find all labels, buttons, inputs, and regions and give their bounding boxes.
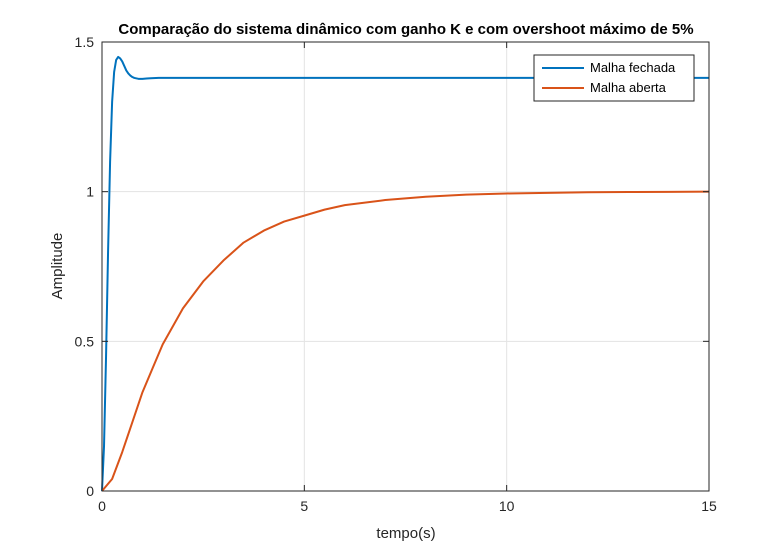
series-lines (101, 55, 710, 492)
series-line-1 (101, 190, 710, 492)
plot-area (102, 42, 709, 491)
plot-frame (101, 41, 710, 492)
series-line-0 (101, 55, 709, 492)
x-tick-label: 5 (300, 498, 308, 514)
x-tick-label: 10 (499, 498, 515, 514)
y-axis-label: Amplitude (49, 233, 66, 300)
y-tick-label: 0.5 (75, 333, 95, 349)
legend-box (533, 54, 695, 102)
legend: Malha fechada Malha aberta (533, 54, 695, 102)
y-tick-label: 1 (86, 184, 94, 200)
legend-label-malha-fechada: Malha fechada (590, 60, 676, 75)
y-tick-label: 0 (86, 483, 94, 499)
ticks: 0 5 10 15 0 0.5 1 1.5 (75, 34, 717, 514)
x-axis-label: tempo(s) (376, 525, 435, 542)
x-tick-label: 15 (701, 498, 717, 514)
x-tick-label: 0 (98, 498, 106, 514)
y-tick-label: 1.5 (75, 34, 95, 50)
legend-label-malha-aberta: Malha aberta (590, 80, 667, 95)
chart-title: Comparação do sistema dinâmico com ganho… (118, 21, 693, 38)
